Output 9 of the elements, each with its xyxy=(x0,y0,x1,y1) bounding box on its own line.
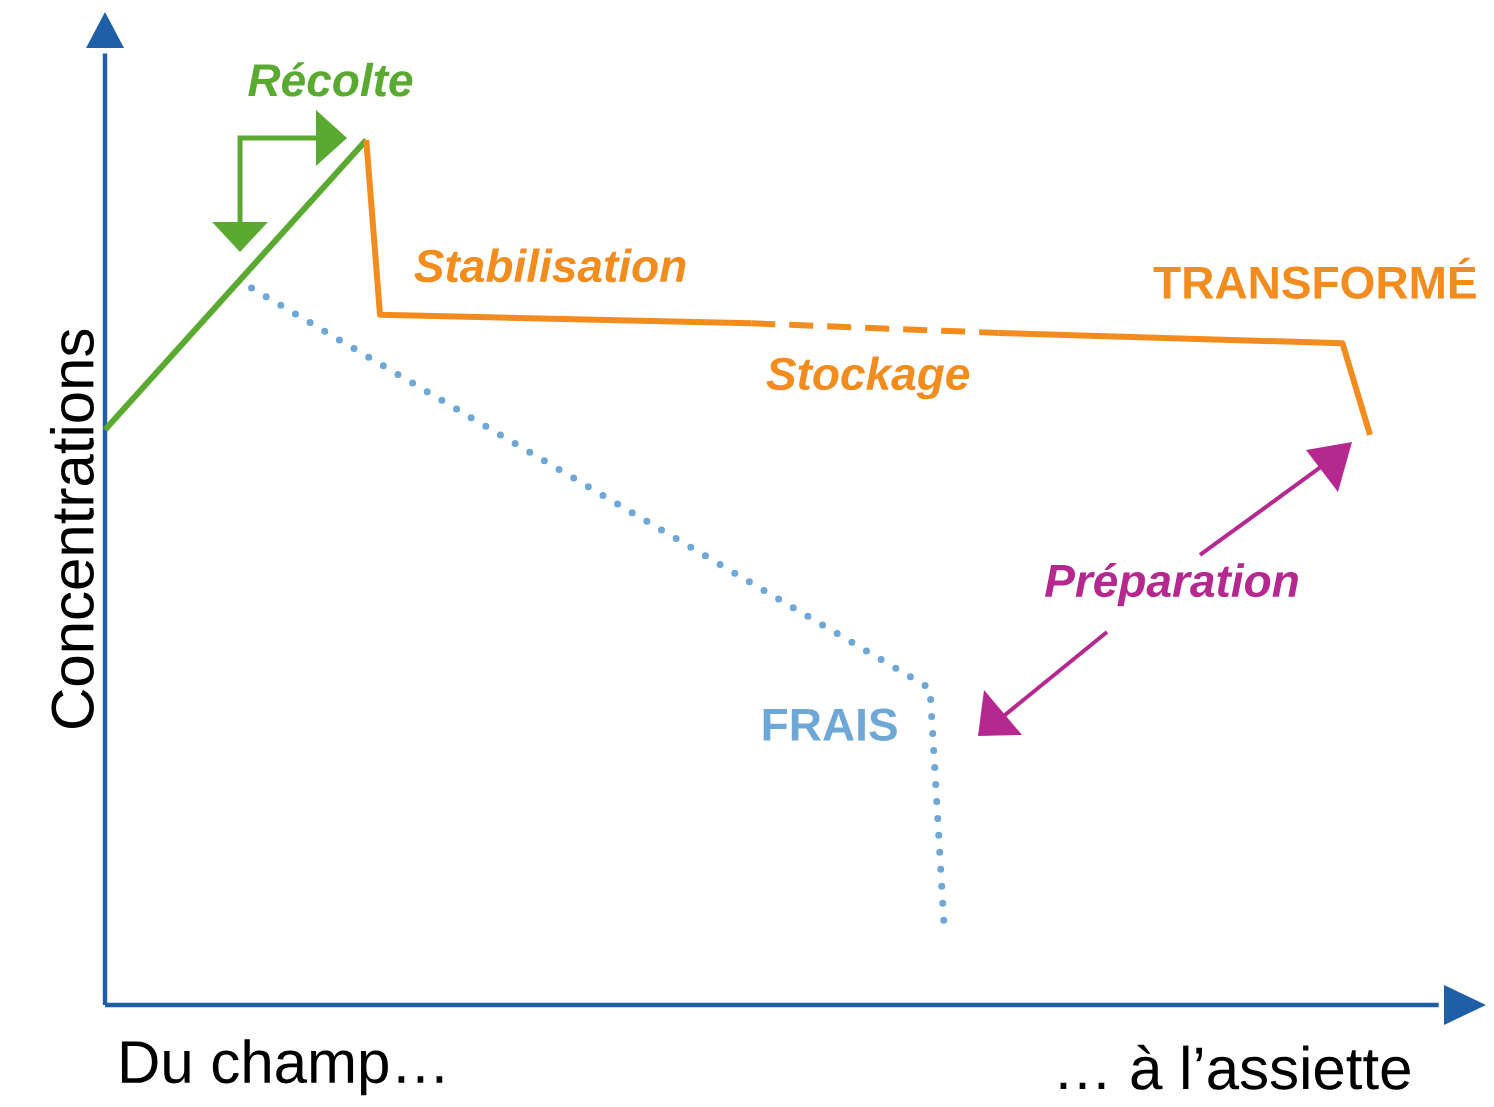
y-axis-title: Concentrations xyxy=(49,329,94,728)
annotation: Stockage xyxy=(766,356,970,400)
annotation: Préparation xyxy=(1045,562,1298,607)
annotation: Stabilisation xyxy=(414,248,686,283)
text: Du champ… xyxy=(121,1039,443,1096)
text: Récolte xyxy=(248,62,413,97)
annotation: TRANSFORMÉ xyxy=(1153,257,1476,299)
annotation: FRAIS xyxy=(763,708,897,741)
text: … à l’assiette xyxy=(1060,1044,1410,1090)
